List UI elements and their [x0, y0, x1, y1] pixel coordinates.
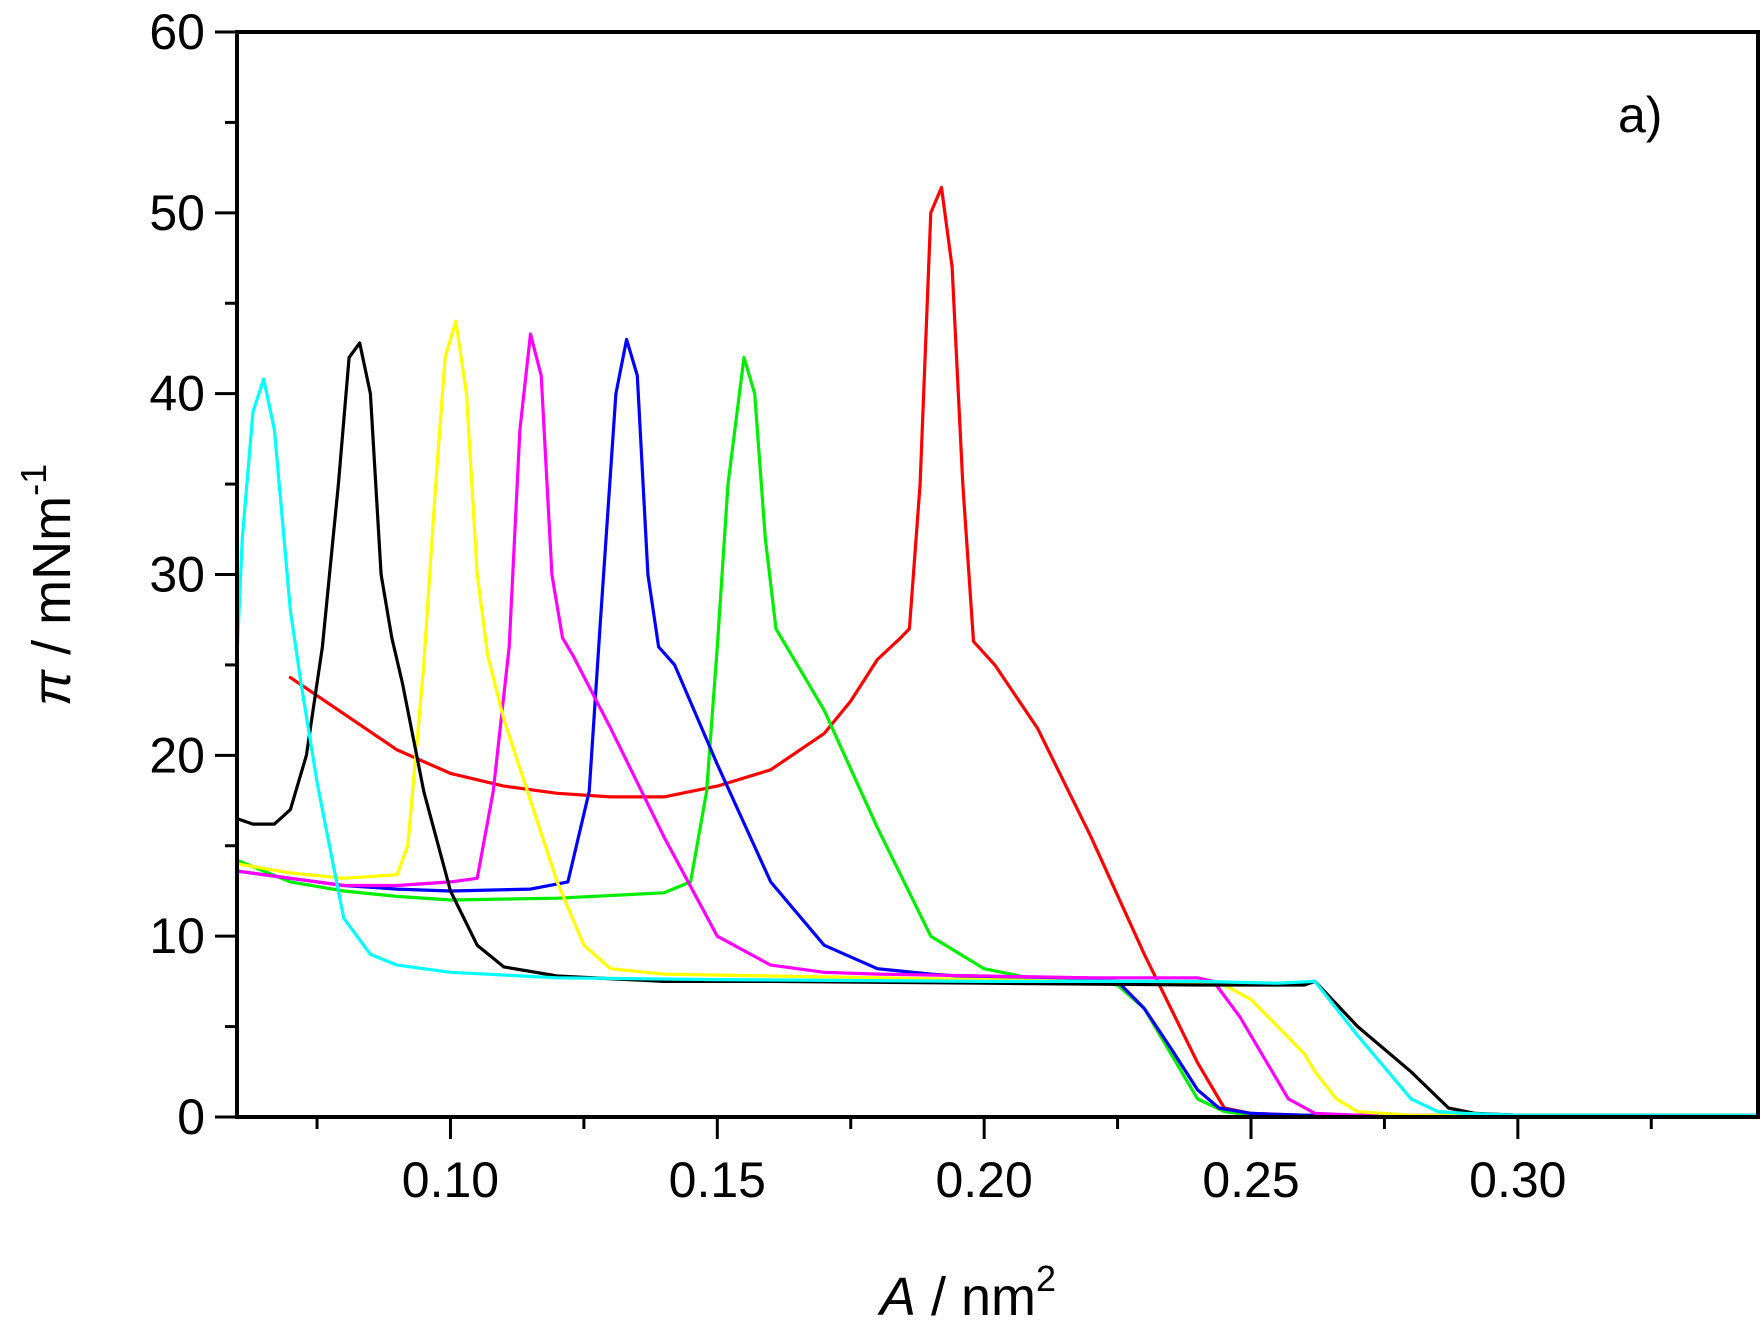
series-line-blue	[235, 337, 1760, 1117]
y-axis-title: π / mNm-1	[13, 464, 82, 706]
y-tick-label: 50	[149, 185, 205, 241]
x-tick-label: 0.25	[1202, 1152, 1299, 1208]
y-tick-label: 60	[149, 4, 205, 60]
series-line-cyan	[235, 377, 1760, 1117]
y-tick-label: 10	[149, 908, 205, 964]
y-tick-label: 0	[177, 1089, 205, 1145]
series-line-magenta	[235, 332, 1760, 1117]
y-tick-label: 40	[149, 366, 205, 422]
x-axis-symbol: A	[877, 1267, 916, 1324]
series-line-yellow	[235, 319, 1760, 1117]
plot-frame	[235, 30, 1760, 1119]
y-axis-unit-exponent: -1	[13, 464, 54, 496]
y-axis-unit: / mNm	[22, 496, 82, 670]
series-line-red	[288, 185, 1760, 1117]
axis-tick-labels: 0.10 0.15 0.20 0.25 0.30 0 10 20 30 40 50 60	[149, 4, 1566, 1208]
x-tick-label: 0.30	[1469, 1152, 1566, 1208]
x-axis-unit: / nm	[916, 1267, 1036, 1324]
x-axis-title: A / nm2	[877, 1258, 1056, 1324]
y-tick-label: 30	[149, 547, 205, 603]
panel-label: a)	[1618, 87, 1662, 143]
x-tick-label: 0.10	[402, 1152, 499, 1208]
series-line-black	[235, 341, 1760, 1117]
y-axis-symbol: π	[22, 669, 82, 706]
y-tick-label: 20	[149, 727, 205, 783]
series-layer	[235, 185, 1760, 1117]
x-tick-label: 0.20	[935, 1152, 1032, 1208]
series-line-green	[235, 355, 1760, 1117]
x-tick-label: 0.15	[669, 1152, 766, 1208]
x-axis-unit-exponent: 2	[1036, 1258, 1056, 1299]
